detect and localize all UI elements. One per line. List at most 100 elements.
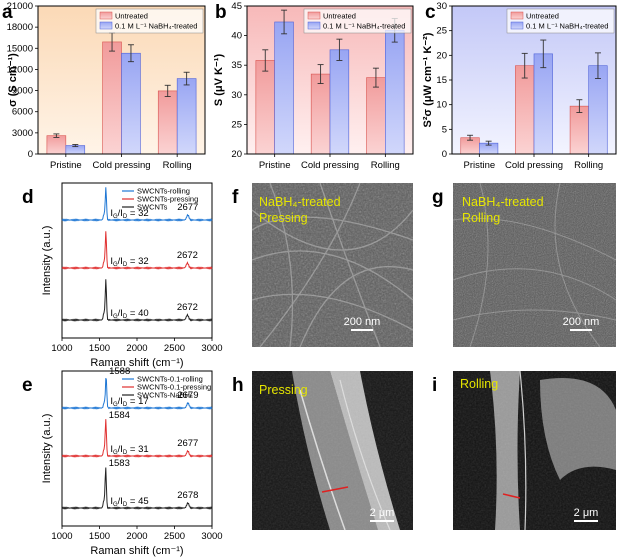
x-tick-label: 1000 <box>51 343 72 354</box>
intensity-ratio-label: IG/ID = 32 <box>110 256 148 268</box>
panel-letter-d: d <box>22 187 34 208</box>
panel-e-raman-chart: IG/ID = 17 2679 1588 IG/ID = 31 2677 1584 IG/I… <box>41 366 223 557</box>
x-tick-label: 1000 <box>51 531 72 542</box>
bar-untreated <box>366 77 386 155</box>
sem-i-label: Rolling <box>460 377 498 391</box>
legend-label: SWCNTs-0.1-rolling <box>137 375 203 384</box>
y-axis-label: S (μV K⁻¹) <box>213 54 225 107</box>
thickness-marker-h <box>321 486 349 493</box>
legend-swatch <box>510 21 524 30</box>
x-axis-label: Raman shift (cm⁻¹) <box>90 357 183 369</box>
spectrum-line <box>61 419 213 458</box>
x-tick-label: Pristine <box>463 160 495 171</box>
sem-h-scale-label: 2 μm <box>370 507 395 519</box>
peak-2d-label: 2677 <box>177 202 198 213</box>
x-tick-label: Rolling <box>163 160 192 171</box>
sem-f-line1: NaBH₄-treated <box>259 195 341 209</box>
peak-2d-label: 2678 <box>177 490 198 501</box>
peak-2d-label: 2672 <box>177 250 198 261</box>
y-tick-label: 20 <box>231 149 242 160</box>
panel-letter-f: f <box>232 187 239 208</box>
x-tick-label: 3000 <box>201 343 222 354</box>
bar-treated <box>176 78 197 155</box>
y-tick-label: 10 <box>436 100 447 111</box>
bar-untreated <box>569 105 589 155</box>
y-axis-label: S²σ (μW cm⁻¹ K⁻²) <box>422 32 434 127</box>
legend-label: Untreated <box>526 12 559 21</box>
y-tick-label: 25 <box>436 26 447 37</box>
y-tick-label: 20 <box>436 50 447 61</box>
legend-swatch <box>99 21 113 30</box>
plot-frame-e <box>61 370 213 527</box>
legend-label: 0.1 M L⁻¹ NaBH₄-treated <box>526 22 608 31</box>
panel-letter-a: a <box>2 2 13 23</box>
y-tick-label: 21000 <box>7 1 33 12</box>
sem-f-scale-label: 200 nm <box>344 316 381 328</box>
legend-label: SWCNTs-NaBH₄ <box>137 391 193 400</box>
peak-g-label: 1583 <box>109 458 130 469</box>
spectrum-line <box>61 187 213 222</box>
sem-i-scale-label: 2 μm <box>574 507 599 519</box>
peak-2d-label: 2677 <box>177 438 198 449</box>
y-tick-label: 30 <box>231 90 242 101</box>
legend-swatch <box>99 11 113 20</box>
legend-box <box>95 8 204 34</box>
peak-g-label: 1588 <box>109 366 130 377</box>
legend-label: SWCNTs <box>137 203 168 212</box>
x-tick-label: 2000 <box>126 531 147 542</box>
intensity-ratio-label: IG/ID = 40 <box>110 308 148 320</box>
x-tick-label: Cold pressing <box>92 160 150 171</box>
intensity-ratio-label: IG/ID = 32 <box>110 208 148 220</box>
legend-label: SWCNTs-0.1-pressing <box>137 383 211 392</box>
x-tick-label: 2500 <box>164 531 185 542</box>
sem-image-g: NaBH₄-treated Rolling 200 nm <box>452 182 617 348</box>
legend-swatch <box>307 21 321 30</box>
legend-swatch <box>307 11 321 20</box>
y-tick-label: 18000 <box>7 22 33 33</box>
bar-untreated <box>515 65 535 155</box>
y-tick-label: 9000 <box>12 86 33 97</box>
sem-image-i: Rolling 2 μm <box>453 370 616 531</box>
y-tick-label: 6000 <box>12 107 33 118</box>
panel-letter-c: c <box>425 2 436 23</box>
bar-untreated <box>102 41 122 155</box>
spectrum-line <box>61 467 213 510</box>
peak-2d-label: 2672 <box>177 302 198 313</box>
x-tick-label: Pristine <box>259 160 291 171</box>
peak-2d-label: 2679 <box>177 390 198 401</box>
x-tick-label: Rolling <box>371 160 400 171</box>
x-tick-label: 1500 <box>89 343 110 354</box>
y-tick-label: 5 <box>442 124 447 135</box>
bar-treated <box>329 49 350 155</box>
legend-box <box>506 8 615 34</box>
x-tick-label: 2000 <box>126 343 147 354</box>
y-tick-label: 25 <box>231 119 242 130</box>
sem-g-scale-label: 200 nm <box>563 316 600 328</box>
x-tick-label: 2500 <box>164 343 185 354</box>
sem-image-h: Pressing 2 μm <box>252 371 413 531</box>
plot-frame-c <box>451 5 617 155</box>
x-tick-label: Pristine <box>50 160 82 171</box>
bar-treated <box>121 52 141 155</box>
legend-label: Untreated <box>323 12 356 21</box>
y-tick-label: 15000 <box>7 43 33 54</box>
bar-untreated <box>46 135 67 155</box>
plot-frame-b <box>246 5 414 155</box>
y-tick-label: 40 <box>231 31 242 42</box>
x-tick-label: Rolling <box>574 160 603 171</box>
y-axis-label: σ (S cm⁻¹) <box>7 53 19 107</box>
thickness-marker-i <box>502 493 521 499</box>
intensity-ratio-label: IG/ID = 31 <box>110 444 148 456</box>
sem-h-label: Pressing <box>259 383 308 397</box>
y-tick-label: 15 <box>436 75 447 86</box>
panel-letter-g: g <box>432 187 444 208</box>
plot-frame-a <box>37 5 206 155</box>
x-tick-label: 3000 <box>201 531 222 542</box>
bar-treated <box>533 53 553 155</box>
panel-d-raman-chart: IG/ID = 32 2677 IG/ID = 32 2672 IG/ID = 40 26… <box>41 182 223 369</box>
panel-letter-e: e <box>22 375 33 396</box>
y-tick-label: 3000 <box>12 128 33 139</box>
panel-c-power-factor-chart: 0 5 10 15 20 25 30 Pristine Cold pressing Rolling… <box>422 1 617 171</box>
legend-label: Untreated <box>115 12 148 21</box>
